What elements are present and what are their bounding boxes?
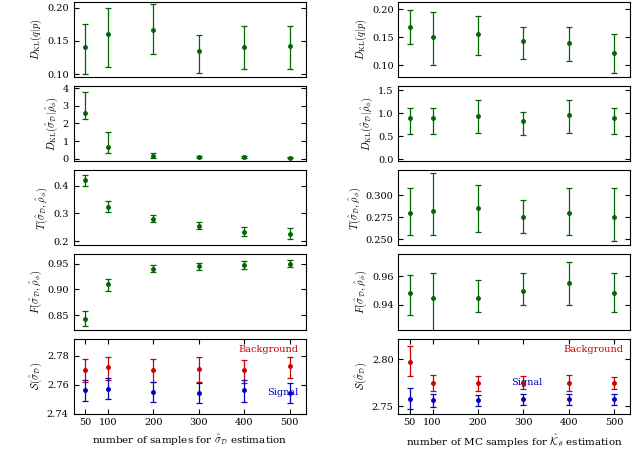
Text: Signal: Signal xyxy=(511,378,542,388)
Text: Background: Background xyxy=(239,345,299,354)
Y-axis label: $T(\hat{\sigma}_{\mathcal{D}}, \hat{\rho}_{\phi})$: $T(\hat{\sigma}_{\mathcal{D}}, \hat{\rho… xyxy=(35,186,51,229)
Y-axis label: $\mathcal{S}(\hat{\sigma}_{\mathcal{D}})$: $\mathcal{S}(\hat{\sigma}_{\mathcal{D}})… xyxy=(354,362,369,390)
Y-axis label: $D_{\mathrm{KL}}(q|p)$: $D_{\mathrm{KL}}(q|p)$ xyxy=(354,19,369,60)
X-axis label: number of samples for $\hat{\sigma}_{\mathcal{D}}$ estimation: number of samples for $\hat{\sigma}_{\ma… xyxy=(92,433,287,448)
Y-axis label: $D_{\mathrm{KL}}(\hat{\sigma}_{\mathcal{D}}|\hat{\rho}_{\phi})$: $D_{\mathrm{KL}}(\hat{\sigma}_{\mathcal{… xyxy=(44,96,60,151)
Y-axis label: $F(\hat{\sigma}_{\mathcal{D}}, \hat{\rho}_{\phi})$: $F(\hat{\sigma}_{\mathcal{D}}, \hat{\rho… xyxy=(29,270,44,314)
Y-axis label: $D_{\mathrm{KL}}(\hat{\sigma}_{\mathcal{D}}|\hat{\rho}_{\phi})$: $D_{\mathrm{KL}}(\hat{\sigma}_{\mathcal{… xyxy=(360,96,375,151)
X-axis label: number of MC samples for $\hat{\mathcal{K}}_{\theta}$ estimation: number of MC samples for $\hat{\mathcal{… xyxy=(406,433,623,450)
Y-axis label: $D_{\mathrm{KL}}(q|p)$: $D_{\mathrm{KL}}(q|p)$ xyxy=(29,19,44,60)
Text: Signal: Signal xyxy=(268,388,299,397)
Y-axis label: $T(\hat{\sigma}_{\mathcal{D}}, \hat{\rho}_{\phi})$: $T(\hat{\sigma}_{\mathcal{D}}, \hat{\rho… xyxy=(348,186,363,229)
Y-axis label: $\mathcal{S}(\hat{\sigma}_{\mathcal{D}})$: $\mathcal{S}(\hat{\sigma}_{\mathcal{D}})… xyxy=(29,362,44,390)
Text: Background: Background xyxy=(563,345,623,354)
Y-axis label: $F(\hat{\sigma}_{\mathcal{D}}, \hat{\rho}_{\phi})$: $F(\hat{\sigma}_{\mathcal{D}}, \hat{\rho… xyxy=(354,270,369,314)
